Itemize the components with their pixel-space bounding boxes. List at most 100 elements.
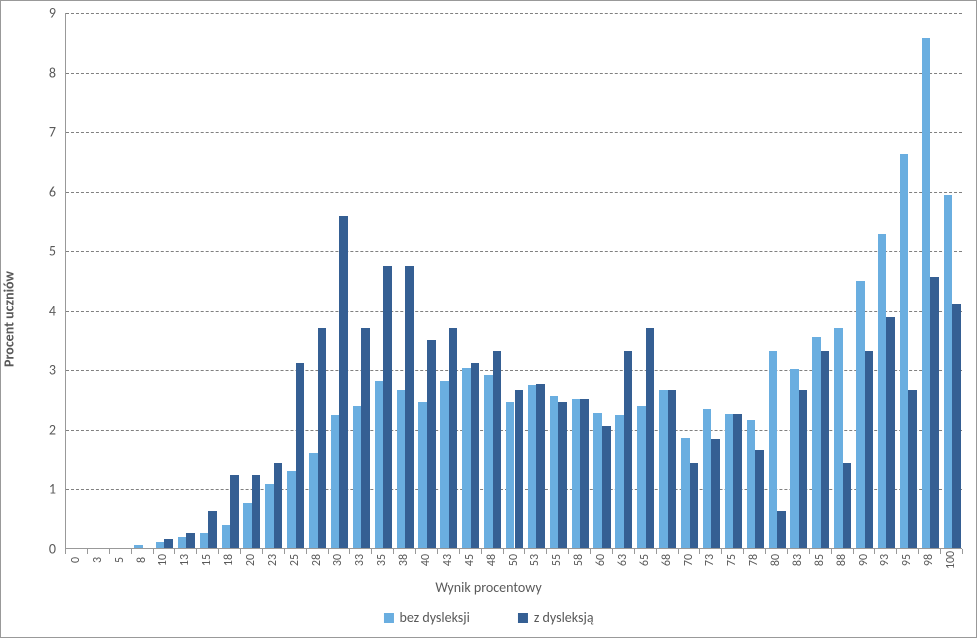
bar-bez-dysleksji	[900, 154, 909, 548]
bar-z-dysleksją	[536, 384, 545, 548]
x-tick-mark	[459, 549, 460, 554]
x-tick-mark	[415, 549, 416, 554]
y-tick-label: 2	[26, 421, 56, 438]
x-tick-mark	[634, 549, 635, 554]
x-tick-label: 75	[725, 554, 739, 566]
x-tick-mark	[306, 549, 307, 554]
x-tick-label: 70	[682, 554, 696, 566]
x-tick-label: 3	[91, 557, 105, 563]
bars-layer	[66, 13, 962, 548]
x-tick-label: 13	[178, 554, 192, 566]
x-tick-mark	[678, 549, 679, 554]
chart-container: Procent uczniów 0123456789 0358101315182…	[0, 0, 977, 638]
x-tick-mark	[568, 549, 569, 554]
x-tick-label: 30	[331, 554, 345, 566]
x-tick-mark	[546, 549, 547, 554]
bar-bez-dysleksji	[440, 381, 449, 548]
bar-z-dysleksją	[624, 351, 633, 548]
x-tick-mark	[196, 549, 197, 554]
x-tick-mark	[481, 549, 482, 554]
bar-z-dysleksją	[843, 463, 852, 548]
x-tick-mark	[809, 549, 810, 554]
bar-z-dysleksją	[208, 511, 217, 548]
x-tick-mark	[918, 549, 919, 554]
bar-bez-dysleksji	[418, 402, 427, 548]
y-tick-label: 1	[26, 481, 56, 498]
bar-bez-dysleksji	[834, 328, 843, 548]
x-tick-label: 53	[528, 554, 542, 566]
bar-z-dysleksją	[339, 216, 348, 548]
x-tick-label: 90	[857, 554, 871, 566]
bar-z-dysleksją	[733, 414, 742, 548]
x-tick-mark	[874, 549, 875, 554]
bar-z-dysleksją	[690, 463, 699, 548]
x-tick-mark	[962, 549, 963, 554]
bar-z-dysleksją	[252, 475, 261, 548]
bar-z-dysleksją	[186, 533, 195, 548]
bar-bez-dysleksji	[615, 415, 624, 548]
bar-z-dysleksją	[361, 328, 370, 548]
bar-z-dysleksją	[558, 402, 567, 548]
x-tick-label: 98	[922, 554, 936, 566]
x-tick-mark	[896, 549, 897, 554]
legend-item-series-1: bez dysleksji	[383, 609, 469, 626]
x-tick-mark	[218, 549, 219, 554]
x-tick-mark	[765, 549, 766, 554]
bar-bez-dysleksji	[397, 390, 406, 548]
x-tick-label: 38	[397, 554, 411, 566]
bar-bez-dysleksji	[353, 406, 362, 548]
bar-z-dysleksją	[602, 426, 611, 548]
bar-bez-dysleksji	[243, 503, 252, 548]
x-tick-mark	[940, 549, 941, 554]
x-tick-label: 60	[594, 554, 608, 566]
x-tick-label: 85	[813, 554, 827, 566]
x-tick-label: 78	[747, 554, 761, 566]
y-tick-label: 6	[26, 183, 56, 200]
x-tick-mark	[65, 549, 66, 554]
bar-z-dysleksją	[865, 351, 874, 548]
x-tick-mark	[284, 549, 285, 554]
bar-bez-dysleksji	[222, 525, 231, 548]
x-tick-label: 43	[441, 554, 455, 566]
x-tick-mark	[240, 549, 241, 554]
x-tick-label: 93	[878, 554, 892, 566]
y-tick-label: 3	[26, 362, 56, 379]
bar-z-dysleksją	[471, 363, 480, 548]
bar-bez-dysleksji	[659, 390, 668, 548]
x-tick-label: 88	[835, 554, 849, 566]
bar-z-dysleksją	[580, 399, 589, 548]
bar-bez-dysleksji	[703, 409, 712, 548]
x-tick-mark	[853, 549, 854, 554]
x-tick-label: 8	[135, 557, 149, 563]
y-tick-label: 9	[26, 5, 56, 22]
bar-bez-dysleksji	[178, 537, 187, 548]
bar-z-dysleksją	[821, 351, 830, 548]
y-tick-label: 8	[26, 64, 56, 81]
bar-bez-dysleksji	[944, 195, 953, 548]
x-tick-mark	[503, 549, 504, 554]
bar-bez-dysleksji	[200, 533, 209, 548]
bar-bez-dysleksji	[769, 351, 778, 548]
bar-bez-dysleksji	[878, 234, 887, 548]
bar-z-dysleksją	[230, 475, 239, 548]
bar-bez-dysleksji	[331, 415, 340, 548]
bar-bez-dysleksji	[309, 453, 318, 548]
x-tick-label: 95	[900, 554, 914, 566]
bar-bez-dysleksji	[265, 484, 274, 548]
bar-z-dysleksją	[668, 390, 677, 548]
bar-z-dysleksją	[427, 340, 436, 548]
bar-bez-dysleksji	[725, 414, 734, 548]
x-tick-label: 68	[660, 554, 674, 566]
legend-label-2: z dysleksją	[534, 609, 594, 626]
bar-bez-dysleksji	[287, 471, 296, 548]
x-tick-mark	[393, 549, 394, 554]
x-tick-label: 73	[703, 554, 717, 566]
x-tick-label: 48	[485, 554, 499, 566]
x-tick-mark	[153, 549, 154, 554]
x-tick-label: 100	[944, 551, 958, 569]
bar-z-dysleksją	[777, 511, 786, 548]
x-tick-mark	[262, 549, 263, 554]
x-tick-mark	[174, 549, 175, 554]
x-axis-label: Wynik procentowy	[435, 579, 541, 596]
bar-z-dysleksją	[515, 390, 524, 548]
